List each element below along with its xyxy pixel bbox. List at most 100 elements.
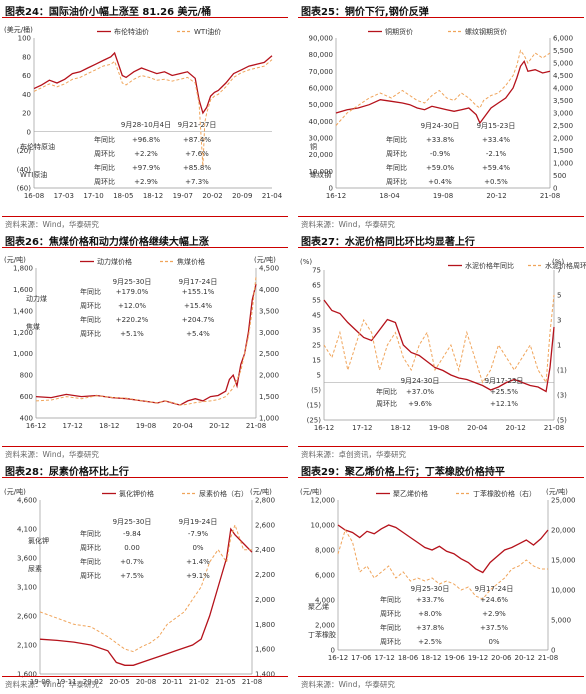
annotation-date: 9月19-24日 [179, 518, 218, 526]
y-tick-label-left: 1,600 [13, 286, 33, 294]
annotation-date: 9月21-27日 [178, 121, 217, 129]
y-unit-right: (元/吨) [546, 487, 568, 496]
y-tick-label-left: 90,000 [309, 35, 334, 43]
y-tick-label-left: 50,000 [309, 101, 334, 109]
legend-label: 丁苯橡胶价格（右） [473, 489, 536, 498]
y-tick-label-right: 3,500 [259, 307, 279, 315]
annotation-value: +204.7% [182, 316, 215, 324]
y-tick-label-right: 4,500 [553, 72, 573, 80]
y-tick-label-right: 2,500 [553, 122, 573, 130]
x-tick-label: 18-12 [143, 192, 163, 200]
legend-label: 尿素价格（右） [199, 489, 248, 498]
y-tick-label-left: 0 [329, 185, 333, 193]
x-tick-label: 20-12 [505, 424, 525, 432]
annotation-metric: 年同比 [380, 595, 401, 604]
x-tick-label: 18-06 [398, 654, 419, 662]
x-tick-label: 17-03 [54, 192, 74, 200]
y-tick-label-left: (40) [17, 166, 32, 174]
legend-label: 聚乙烯价格 [393, 489, 428, 498]
legend-label: 水泥价格年同比 [465, 261, 514, 270]
annotation-value: +0.7% [120, 558, 144, 566]
annotation-value: +15.4% [184, 302, 212, 310]
annotation-value: +37.5% [480, 624, 508, 632]
y-tick-label-left: (15) [307, 402, 322, 410]
series-line [39, 527, 253, 666]
annotation-value: +2.5% [418, 638, 442, 646]
y-tick-label-left: (25) [307, 417, 322, 425]
annotation-value: +33.4% [482, 136, 510, 144]
x-tick-label: 20-02 [202, 192, 222, 200]
annotation-metric: 周环比 [94, 177, 115, 186]
y-tick-label-left: 75 [312, 267, 321, 275]
y-tick-label-right: 2,600 [255, 521, 275, 529]
annotation-metric: 周环比 [80, 571, 101, 580]
annotation-metric: 周环比 [386, 149, 407, 158]
x-tick-label: 21-08 [538, 654, 558, 662]
y-tick-label-right: 4,000 [259, 286, 279, 294]
annotation-metric: 周环比 [80, 329, 101, 338]
source-rule [298, 676, 584, 677]
x-tick-label: 19-11 [56, 678, 76, 686]
annotation-value: +33.7% [416, 596, 444, 604]
y-tick-label-left: 2,000 [315, 622, 335, 630]
annotation-value: -0.9% [430, 150, 451, 158]
x-tick-label: 20-02 [83, 678, 103, 686]
x-tick-label: 19-08 [433, 192, 453, 200]
annotation-value: +5.4% [186, 330, 210, 338]
y-tick-label-right: 6,000 [553, 35, 573, 43]
title-rule [298, 477, 584, 478]
y-tick-label-right: 1 [557, 342, 561, 350]
y-tick-label-left: 15 [312, 357, 321, 365]
y-tick-label-left: 600 [20, 393, 33, 401]
chart-title: 图表28：尿素价格环比上行 [5, 467, 129, 478]
annotation-value: +2.9% [134, 178, 158, 186]
y-tick-label-left: 20,000 [309, 151, 334, 159]
y-tick-label-left: 100 [18, 35, 31, 43]
annotation-value: +97.9% [132, 164, 160, 172]
x-tick-label: 20-08 [136, 678, 156, 686]
y-unit-left: (%) [300, 258, 312, 266]
annotation-value: +8.0% [418, 610, 442, 618]
x-tick-label: 17-10 [83, 192, 103, 200]
y-tick-label-right: 10,000 [551, 587, 576, 595]
x-tick-label: 19-12 [468, 654, 488, 662]
x-tick-label: 17-12 [62, 422, 82, 430]
x-tick-label: 20-04 [172, 422, 193, 430]
y-tick-label-left: (20) [17, 147, 32, 155]
y-tick-label-right: 500 [553, 172, 566, 180]
y-tick-label-right: 2,400 [255, 546, 275, 554]
annotation-row-label: 丁苯橡胶 [308, 630, 336, 639]
y-tick-label-right: 5,500 [553, 47, 573, 55]
y-tick-label-right: 2,000 [553, 135, 573, 143]
annotation-value: +0.5% [484, 178, 508, 186]
annotation-value: 0.00 [124, 544, 140, 552]
legend-label: WTI油价 [194, 27, 221, 36]
annotation-metric: 年同比 [80, 529, 101, 538]
y-unit-right: (元/吨) [254, 255, 276, 264]
y-tick-label-left: 4,600 [17, 497, 37, 505]
y-tick-label-left: 12,000 [311, 497, 336, 505]
chart-svg: 1,600 2,100 2,600 3,100 3,600 4,100 4,600 1,400… [4, 487, 275, 686]
chart-svg: 400 600 800 1,000 1,200 1,400 1,600 1,800 1,000 1… [4, 255, 279, 430]
annotation-value: -2.1% [486, 150, 507, 158]
annotation-value: 0% [488, 638, 499, 646]
annotation-value: +9.6% [408, 400, 432, 408]
annotation-value: +7.6% [185, 150, 209, 158]
x-tick-label: 21-05 [215, 678, 235, 686]
source-rule [2, 446, 288, 447]
y-tick-label-left: 45 [312, 312, 321, 320]
y-tick-label-right: (3) [557, 392, 567, 400]
y-unit-left: (美元/桶) [4, 25, 33, 34]
chart-svg: (60) (40) (20) 0 20 40 60 80 100 16-08 17-03 17-10 1… [4, 25, 283, 200]
y-tick-label-left: 4,000 [315, 597, 335, 605]
annotation-value: +37.0% [406, 388, 434, 396]
y-tick-label-left: 400 [20, 415, 33, 423]
chart-panel-copper-steel: 图表25：铜价下行,钢价反弹 0 10,000 20,000 30,000 40,000… [298, 2, 584, 232]
annotation-date: 9月25-30日 [113, 278, 152, 286]
series-line [335, 59, 551, 125]
x-tick-label: 20-04 [467, 424, 488, 432]
annotation-value: +25.5% [490, 388, 518, 396]
y-tick-label-right: 2,200 [255, 571, 275, 579]
y-tick-label-right: (1) [557, 367, 567, 375]
y-tick-label-left: 0 [331, 647, 335, 655]
